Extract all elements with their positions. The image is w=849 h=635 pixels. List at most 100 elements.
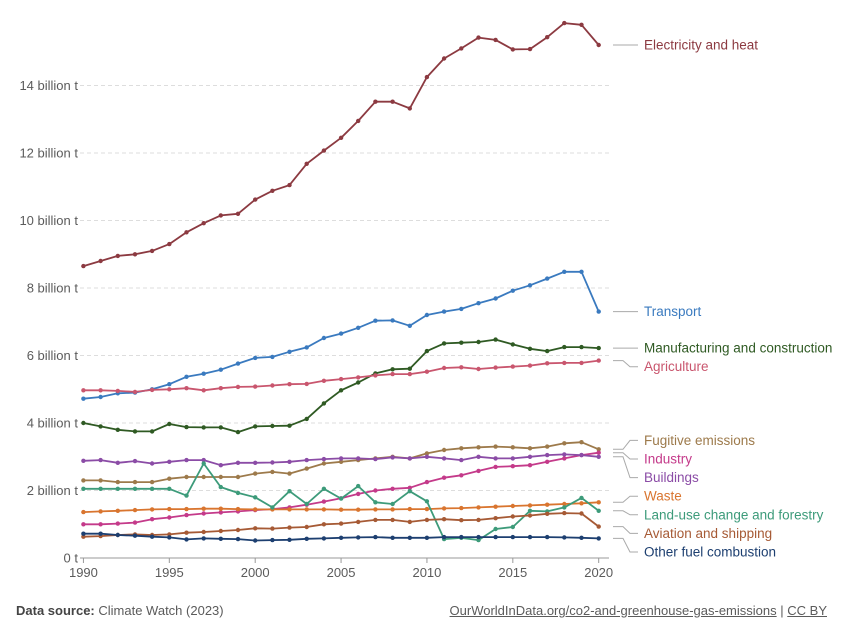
series-label: Manufacturing and construction	[644, 341, 832, 356]
label-leader-line	[613, 360, 638, 368]
footer-links: OurWorldInData.org/co2-and-greenhouse-ga…	[450, 603, 827, 618]
data-point	[321, 148, 327, 153]
series-label-group: Manufacturing and construction	[613, 341, 832, 356]
data-point	[424, 506, 430, 512]
data-point	[184, 474, 189, 480]
series-land-use-change-and-forestry	[81, 461, 601, 543]
data-point	[270, 469, 275, 475]
data-point	[253, 424, 258, 429]
data-point	[424, 348, 430, 354]
data-point	[235, 460, 241, 465]
data-point	[270, 354, 275, 360]
y-tick-label: 12 billion t	[19, 146, 78, 161]
data-point	[459, 457, 464, 463]
data-point	[527, 446, 533, 451]
data-point	[115, 486, 121, 491]
data-point	[218, 463, 223, 468]
data-point	[98, 388, 103, 393]
data-point	[235, 527, 241, 533]
data-point	[115, 460, 121, 465]
data-point	[390, 486, 395, 491]
data-point	[218, 484, 223, 490]
data-point	[235, 429, 241, 435]
data-point	[562, 344, 567, 350]
data-point	[115, 479, 121, 485]
data-point	[493, 444, 498, 449]
data-point	[579, 452, 584, 458]
data-point	[321, 335, 327, 341]
data-point	[235, 506, 241, 512]
data-point	[321, 456, 327, 462]
data-point	[304, 381, 309, 387]
data-point	[459, 518, 464, 523]
data-point	[235, 474, 241, 480]
data-point	[304, 161, 309, 166]
data-point	[115, 427, 121, 432]
data-point	[579, 344, 584, 350]
data-point	[149, 517, 155, 522]
series-label: Agriculture	[644, 359, 709, 374]
data-point	[527, 454, 533, 459]
data-point	[167, 476, 172, 481]
data-point	[81, 509, 86, 515]
data-point	[476, 517, 481, 523]
footer-separator: |	[780, 603, 784, 618]
data-point	[287, 459, 292, 464]
data-point	[356, 456, 361, 461]
series-line	[83, 462, 600, 541]
data-point	[218, 474, 223, 480]
data-point	[424, 369, 430, 374]
x-tick-label: 2005	[327, 565, 356, 580]
data-point	[356, 535, 361, 540]
data-point	[459, 340, 464, 345]
data-point	[304, 416, 309, 422]
data-point	[596, 450, 601, 455]
data-point	[287, 507, 292, 512]
source-link[interactable]: OurWorldInData.org/co2-and-greenhouse-ga…	[449, 603, 777, 618]
data-point	[493, 296, 498, 301]
data-point	[510, 342, 515, 347]
data-point	[545, 35, 550, 40]
data-point	[149, 248, 155, 254]
data-point	[201, 425, 206, 430]
data-point	[441, 475, 447, 480]
license-link[interactable]: CC BY	[787, 603, 827, 618]
data-point	[304, 536, 309, 541]
data-point	[149, 429, 155, 434]
data-point	[373, 517, 378, 523]
data-point	[493, 504, 498, 509]
data-point	[201, 388, 206, 393]
label-leader-line	[613, 526, 638, 534]
data-point	[596, 508, 601, 513]
data-point	[132, 458, 138, 464]
data-point	[356, 118, 361, 124]
data-point	[390, 517, 395, 523]
data-point	[407, 323, 412, 328]
y-tick-label: 8 billion t	[27, 281, 79, 296]
data-point	[596, 309, 601, 314]
data-point	[476, 505, 481, 510]
data-point	[81, 478, 86, 483]
data-point	[132, 520, 138, 525]
data-point	[545, 502, 550, 507]
data-source-text: Climate Watch (2023)	[98, 603, 224, 618]
data-point	[579, 495, 584, 501]
data-point	[218, 213, 223, 218]
data-point	[596, 358, 601, 363]
data-point	[184, 424, 189, 430]
data-point	[201, 457, 206, 463]
data-point	[459, 534, 464, 540]
data-point	[270, 383, 275, 388]
data-point	[235, 361, 241, 366]
y-tick-label: 10 billion t	[19, 213, 78, 228]
data-point	[373, 500, 378, 505]
data-source-label: Data source:	[16, 603, 95, 618]
data-point	[527, 463, 533, 468]
x-tick-label: 2000	[241, 565, 270, 580]
data-point	[424, 74, 430, 80]
data-point	[304, 524, 309, 530]
data-point	[184, 230, 189, 235]
data-point	[270, 537, 275, 543]
series-label-group: Industry	[613, 452, 692, 467]
data-point	[493, 516, 498, 521]
